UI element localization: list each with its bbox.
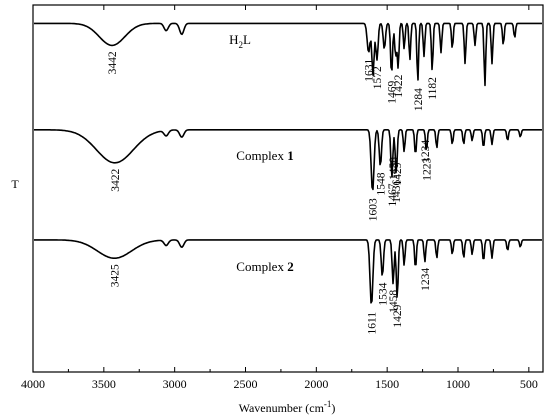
peak-label: 1603	[368, 198, 380, 221]
peak-label: 1429	[392, 304, 404, 327]
peak-label: 1436	[391, 180, 403, 203]
x-tick-label: 500	[520, 377, 538, 391]
x-tick-label: 1000	[446, 377, 470, 391]
x-tick-label: 1500	[375, 377, 399, 391]
series-label-group: H2L Complex 1 Complex 2	[229, 32, 294, 274]
x-tick-label: 2000	[304, 377, 328, 391]
peak-label: 1469	[387, 80, 399, 103]
spectra-group	[34, 22, 542, 304]
peak-label: 1223	[421, 158, 433, 181]
spectrum-line-2	[34, 129, 542, 191]
peak-label: 1611	[366, 312, 378, 335]
peak-label: 1182	[427, 77, 439, 100]
peak-label: 1234	[420, 140, 432, 163]
peak-label: 1429	[392, 162, 404, 185]
peak-label: 1458	[388, 290, 400, 313]
series-label-1: H2L	[229, 32, 251, 50]
spectrum-line-1	[34, 22, 542, 87]
plot-frame	[32, 4, 544, 373]
series-label-3: Complex 2	[236, 259, 293, 274]
spectrum-line-3	[34, 239, 542, 304]
peak-label: 1234	[420, 268, 432, 291]
peak-label: 1284	[413, 88, 425, 111]
peak-label: 1458	[388, 157, 400, 180]
peak-label: 1467	[387, 183, 399, 206]
y-axis-label: T	[11, 177, 19, 191]
x-tick-label: 4000	[21, 377, 45, 391]
peak-label: 3442	[107, 51, 119, 74]
x-tick-label: 3500	[92, 377, 116, 391]
peak-label: 1631	[364, 58, 376, 81]
peak-label: 1422	[393, 74, 405, 97]
x-tick-label: 2500	[234, 377, 258, 391]
peak-label: 1572	[372, 66, 384, 89]
series-label-2: Complex 1	[236, 148, 293, 163]
peak-label: 1548	[375, 172, 387, 195]
x-tick-label: 3000	[163, 377, 187, 391]
peak-label: 3422	[110, 169, 122, 192]
peak-label: 3425	[110, 264, 122, 287]
x-tick-group: 4000 3500 3000 2500 2000 1500 1000 500	[21, 5, 538, 391]
x-axis-label: Wavenumber (cm-1)	[239, 399, 336, 415]
peak-label: 1534	[377, 282, 389, 305]
